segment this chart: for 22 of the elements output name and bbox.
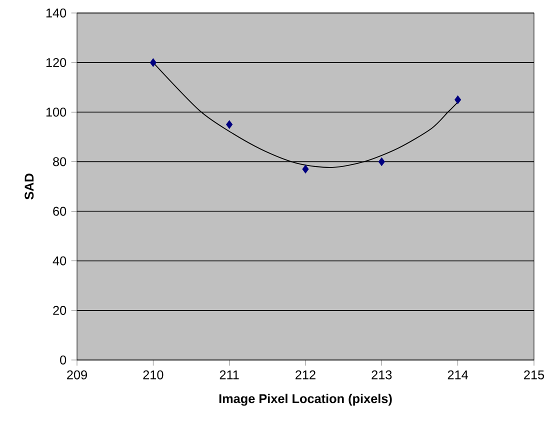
point (454, 95, 462, 104)
y-tick-label: 80 (53, 157, 66, 166)
y-tick-label: 140 (46, 8, 66, 18)
y-tick-label: 0 (60, 356, 66, 364)
point (302, 164, 309, 174)
x-tick-label: 209 (67, 370, 87, 380)
x-tick-label: 211 (220, 370, 239, 380)
y-tick-label: 100 (46, 108, 66, 117)
y-tick-label: 40 (52, 256, 66, 266)
y-tick-label: 60 (53, 206, 66, 216)
x-tick-label: 214 (448, 370, 468, 380)
y-axis-title: SAD (24, 174, 34, 200)
x-axis-title: Image Pixel Location (pixels) (219, 394, 392, 406)
point (226, 120, 233, 129)
y-tick-label: 20 (53, 306, 66, 315)
x-tick-label: 213 (372, 370, 392, 380)
y-tick-label: 120 (46, 58, 66, 68)
x-tick-label: 210 (143, 370, 164, 380)
point (150, 58, 156, 67)
x-tick-label: 215 (524, 370, 544, 380)
point (378, 157, 385, 166)
x-tick-label: 212 (296, 370, 316, 380)
